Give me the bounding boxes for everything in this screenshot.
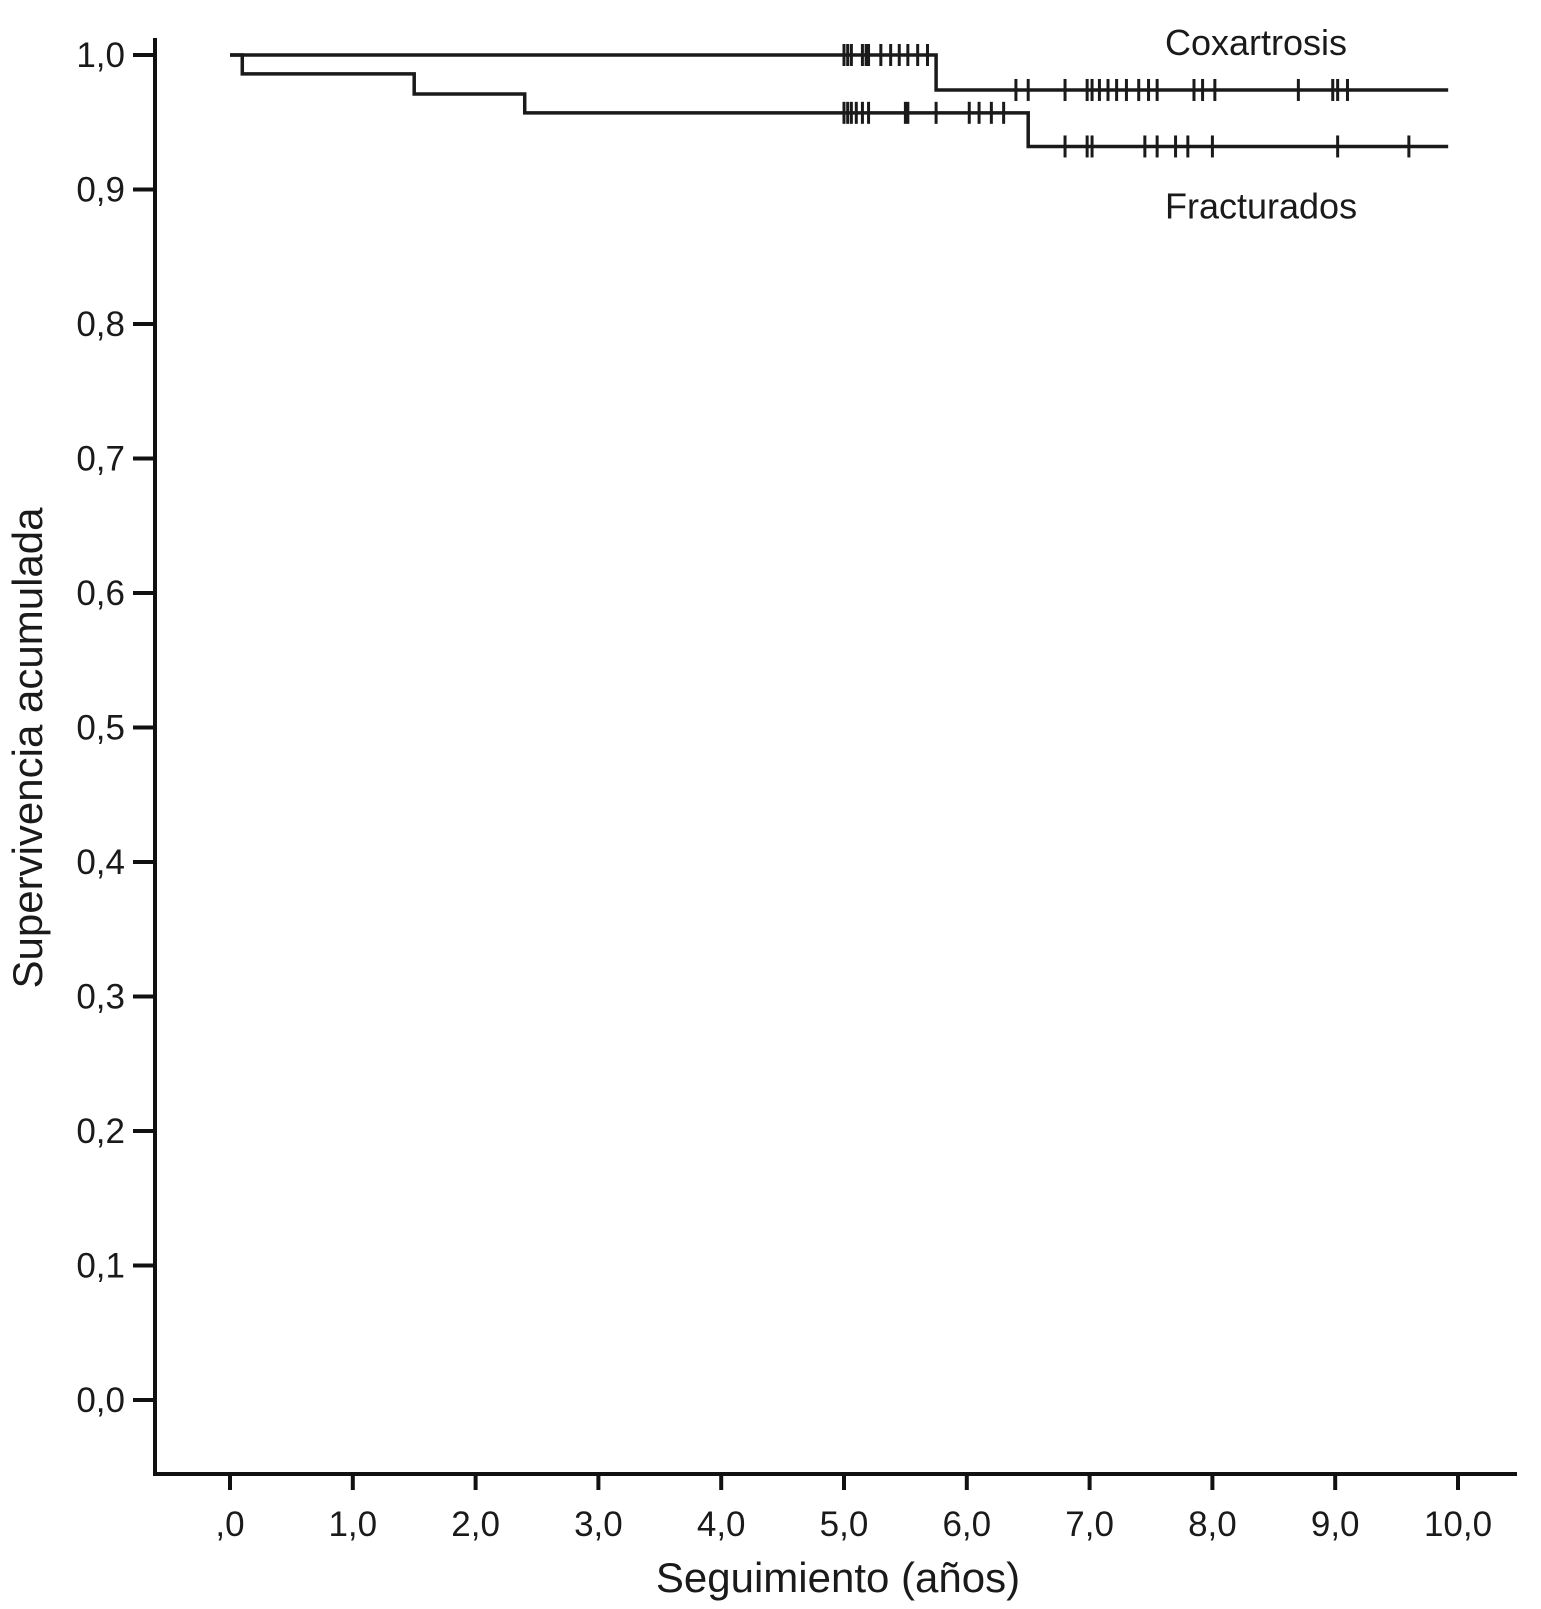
y-tick-label: 0,1 bbox=[76, 1247, 125, 1286]
y-axis-title: Supervivencia acumulada bbox=[4, 507, 51, 989]
series-label-coxartrosis: Coxartrosis bbox=[1165, 22, 1347, 63]
x-tick-label: 9,0 bbox=[1311, 1505, 1360, 1544]
x-tick-label: 6,0 bbox=[942, 1505, 991, 1544]
y-tick-label: 0,7 bbox=[76, 440, 125, 479]
survival-line-coxartrosis bbox=[230, 53, 1449, 92]
y-tick-label: 0,3 bbox=[76, 978, 125, 1017]
y-tick-label: 0,0 bbox=[76, 1381, 125, 1420]
series-label-fracturados: Fracturados bbox=[1165, 185, 1357, 226]
axes bbox=[153, 38, 1517, 1476]
x-tick-label: 5,0 bbox=[820, 1505, 869, 1544]
y-tick-label: 1,0 bbox=[76, 36, 125, 75]
series-fracturados: Fracturados bbox=[230, 53, 1449, 226]
x-tick-label: ,0 bbox=[215, 1505, 244, 1544]
x-tick-label: 10,0 bbox=[1424, 1505, 1492, 1544]
x-tick-label: 4,0 bbox=[697, 1505, 746, 1544]
y-tick-label: 0,6 bbox=[76, 574, 125, 613]
y-axis-ticks: 0,0 0,1 0,2 0,3 0,4 0,5 0,6 0,7 0,8 0,9 1,0 bbox=[76, 36, 155, 1420]
y-tick-label: 0,4 bbox=[76, 843, 125, 882]
x-axis-title: Seguimiento (años) bbox=[656, 1554, 1020, 1601]
y-tick-label: 0,5 bbox=[76, 709, 125, 748]
series-group: Coxartrosis Fracturados bbox=[230, 22, 1449, 226]
x-tick-label: 3,0 bbox=[574, 1505, 623, 1544]
x-tick-label: 2,0 bbox=[451, 1505, 500, 1544]
x-tick-label: 1,0 bbox=[328, 1505, 377, 1544]
series-coxartrosis: Coxartrosis bbox=[230, 22, 1449, 101]
survival-line-fracturados bbox=[230, 53, 1449, 149]
y-tick-label: 0,2 bbox=[76, 1112, 125, 1151]
y-tick-label: 0,9 bbox=[76, 171, 125, 210]
x-tick-label: 7,0 bbox=[1065, 1505, 1114, 1544]
y-tick-label: 0,8 bbox=[76, 305, 125, 344]
x-tick-label: 8,0 bbox=[1188, 1505, 1237, 1544]
x-axis-ticks: ,0 1,0 2,0 3,0 4,0 5,0 6,0 7,0 8,0 9,0 10,0 bbox=[215, 1474, 1492, 1544]
